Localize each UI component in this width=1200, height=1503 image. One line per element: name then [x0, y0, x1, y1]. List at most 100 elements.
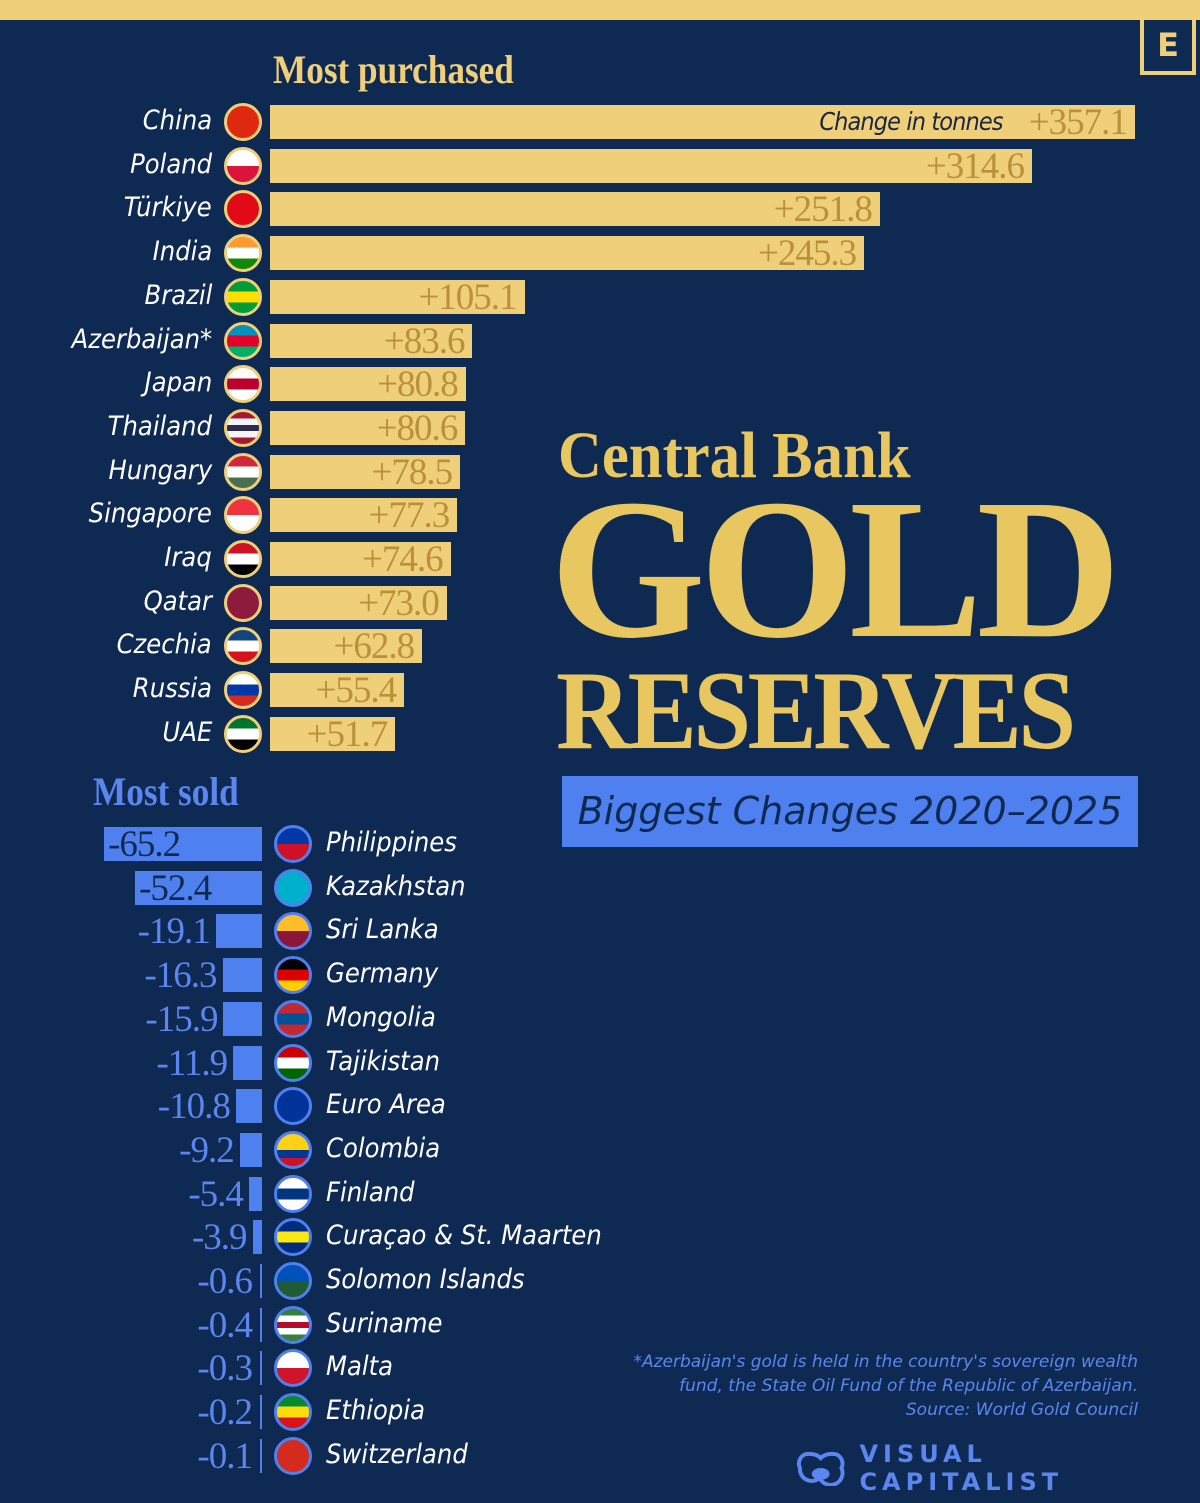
flag-icon	[274, 1174, 312, 1213]
flag-icon	[274, 999, 312, 1038]
value-label: +73.0	[358, 582, 440, 624]
sold-bar	[215, 914, 262, 949]
value-label: +245.3	[758, 233, 857, 275]
purchased-bar	[270, 148, 1032, 183]
flag-icon	[224, 103, 262, 141]
value-label: -11.9	[156, 1042, 228, 1084]
flag-icon	[224, 583, 262, 622]
sold-bar	[260, 1351, 262, 1386]
value-label: -0.2	[197, 1392, 253, 1434]
purchased-bar	[270, 498, 458, 533]
purchased-bar	[270, 367, 466, 402]
flag-icon	[224, 671, 262, 710]
sold-bar	[135, 870, 262, 905]
country-label: Philippines	[326, 827, 457, 858]
flag-icon	[274, 868, 312, 907]
country-label: Russia	[132, 673, 212, 705]
country-label: Singapore	[88, 498, 212, 530]
value-label: -65.2	[108, 824, 181, 865]
country-label: Ethiopia	[326, 1395, 425, 1427]
flag-icon	[224, 452, 262, 491]
sold-bar	[222, 958, 262, 993]
sold-bar	[260, 1264, 262, 1298]
purchased-bar	[270, 323, 473, 358]
flag-icon	[224, 408, 262, 447]
sold-bar	[260, 1307, 262, 1342]
sold-bar	[223, 1001, 262, 1036]
purchased-bar	[270, 542, 451, 576]
country-label: Hungary	[108, 454, 212, 486]
value-label: +105.1	[418, 276, 517, 318]
flag-icon	[224, 277, 262, 316]
flag-icon	[274, 1305, 312, 1344]
most-purchased-heading: Most purchased	[273, 47, 514, 92]
country-label: Solomon Islands	[326, 1264, 525, 1295]
flag-icon	[274, 825, 312, 863]
purchased-bar	[270, 585, 447, 620]
purchased-bar	[270, 105, 1135, 139]
flag-icon	[224, 365, 262, 404]
value-label: +55.4	[315, 670, 398, 712]
value-label: -19.1	[137, 911, 211, 953]
top-gold-band	[0, 0, 1200, 20]
value-label: +83.6	[383, 320, 466, 362]
country-label: India	[152, 236, 212, 268]
value-label: +314.6	[925, 145, 1025, 187]
footnote: *Azerbaijan's gold is held in the countr…	[633, 1350, 1138, 1422]
title-line-2: GOLD	[550, 459, 1121, 680]
country-label: Malta	[326, 1351, 394, 1383]
country-label: UAE	[162, 716, 212, 748]
flag-icon	[224, 234, 262, 273]
purchased-bar	[270, 716, 396, 751]
value-label: +80.8	[377, 364, 459, 406]
purchased-bar	[270, 629, 423, 664]
country-label: Euro Area	[326, 1089, 446, 1121]
flag-icon	[274, 1436, 312, 1475]
flag-icon	[274, 956, 312, 995]
value-label: -0.1	[197, 1435, 253, 1477]
country-label: Qatar	[143, 585, 212, 617]
flag-icon	[224, 321, 262, 360]
country-label: Colombia	[326, 1132, 441, 1164]
sold-bar	[104, 827, 262, 861]
country-label: Germany	[326, 958, 439, 990]
value-label: -16.3	[144, 955, 217, 997]
country-label: Tajikistan	[326, 1045, 440, 1077]
flag-icon	[274, 1349, 312, 1388]
value-label: -3.9	[191, 1217, 248, 1259]
value-label: +51.7	[306, 713, 389, 755]
subtitle-box: Biggest Changes 2020–2025	[562, 776, 1138, 847]
sold-bar	[248, 1176, 262, 1211]
flag-icon	[274, 1393, 312, 1432]
value-label: +62.8	[333, 626, 415, 668]
purchased-bar	[270, 236, 865, 271]
country-label: Poland	[130, 148, 212, 180]
value-label: -5.4	[188, 1173, 244, 1215]
country-label: Japan	[144, 367, 212, 399]
value-label: +74.6	[362, 539, 444, 580]
visual-capitalist-logo: VISUAL CAPITALIST	[796, 1440, 1200, 1496]
purchased-bar	[270, 673, 405, 708]
most-sold-heading: Most sold	[93, 769, 239, 814]
value-label: -10.8	[157, 1086, 231, 1128]
country-label: Switzerland	[326, 1438, 468, 1470]
corner-logo-mark: E	[1140, 20, 1196, 75]
flag-icon	[274, 1262, 312, 1300]
footnote-line-1: *Azerbaijan's gold is held in the countr…	[633, 1352, 1138, 1372]
flag-icon	[224, 714, 262, 753]
value-label: +77.3	[368, 495, 451, 537]
country-label: China	[142, 105, 212, 136]
flag-icon	[224, 540, 262, 578]
sold-bar	[233, 1045, 262, 1080]
country-label: Azerbaijan*	[71, 323, 212, 355]
value-label: +80.6	[376, 407, 459, 449]
value-label: -9.2	[179, 1129, 235, 1171]
value-label: -0.3	[197, 1348, 253, 1390]
flag-icon	[274, 912, 312, 951]
sold-bar	[235, 1089, 262, 1124]
country-label: Kazakhstan	[326, 870, 466, 902]
value-label: +78.5	[371, 451, 454, 493]
country-label: Czechia	[116, 629, 212, 661]
purchased-bar	[270, 454, 461, 489]
